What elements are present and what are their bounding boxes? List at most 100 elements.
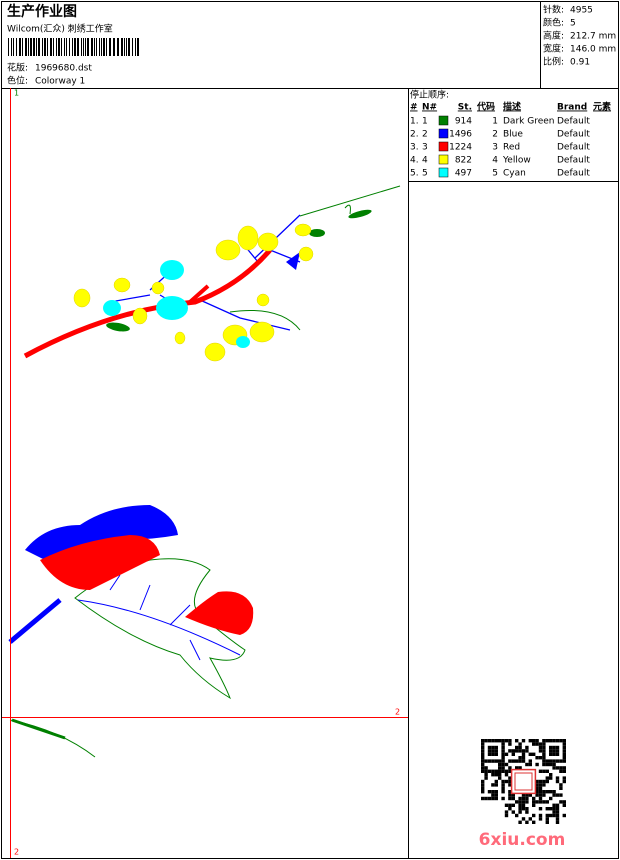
qr-module <box>525 807 529 811</box>
qr-module <box>525 820 529 824</box>
bar-stripe <box>58 38 60 56</box>
qr-module <box>552 793 556 797</box>
qr-code <box>481 739 566 824</box>
qr-module <box>508 742 512 746</box>
stat-value: 212.7 mm <box>570 32 616 42</box>
qr-module <box>545 820 549 824</box>
qr-module <box>562 813 566 818</box>
qr-module <box>504 752 509 756</box>
qr-module <box>538 793 543 797</box>
cell-stitches: 1224 <box>449 143 472 153</box>
cell-description: Blue <box>503 130 523 140</box>
cell-index: 3. <box>410 143 419 153</box>
qr-module <box>549 790 553 794</box>
qr-module <box>487 796 492 801</box>
bar-stripe <box>8 38 9 56</box>
cell-n: 2 <box>422 130 428 140</box>
cell-code: 2 <box>492 130 498 140</box>
qr-module <box>555 820 560 824</box>
qr-module <box>491 783 495 787</box>
qr-module <box>545 813 549 818</box>
qr-module <box>518 742 522 746</box>
qr-module <box>549 762 553 767</box>
qr-module <box>562 752 566 756</box>
qr-module <box>555 807 560 811</box>
qr-module <box>481 756 485 760</box>
qr-module <box>481 783 485 787</box>
qr-module <box>528 752 532 756</box>
bar-stripe <box>126 38 127 56</box>
qr-module <box>559 800 563 804</box>
qr-module <box>498 776 502 780</box>
color-swatch <box>438 154 449 165</box>
qr-module <box>501 749 505 753</box>
qr-module <box>481 769 485 773</box>
bar-stripe <box>74 38 76 56</box>
marker: 2 <box>395 708 400 717</box>
stat-label: 比例: <box>543 56 564 68</box>
qr-module <box>501 783 505 787</box>
qr-module <box>518 759 522 763</box>
qr-module <box>511 803 515 807</box>
qr-module <box>525 800 529 804</box>
qr-module <box>538 745 543 750</box>
qr-module <box>487 790 492 794</box>
cell-code: 5 <box>492 169 498 179</box>
qr-module <box>538 783 543 787</box>
qr-module <box>549 773 553 777</box>
color-swatch <box>438 141 449 152</box>
design: 1969680.dst <box>35 64 92 74</box>
qr-module <box>494 749 498 753</box>
color-swatch <box>438 115 449 126</box>
qr-module <box>538 742 543 746</box>
qr-module <box>532 813 536 818</box>
qr-module <box>559 786 563 790</box>
qr-module <box>521 800 526 804</box>
qr-module <box>552 813 556 818</box>
qr-module <box>491 769 495 773</box>
qr-module <box>555 813 560 818</box>
bar-stripe <box>81 38 82 56</box>
qr-module <box>508 796 512 801</box>
bar-stripe <box>69 38 70 56</box>
qr-module <box>559 769 563 773</box>
qr-module <box>501 756 505 760</box>
qr-module <box>501 786 505 790</box>
qr-module <box>501 766 505 770</box>
table-title: 停止顺序: <box>410 89 449 101</box>
qr-module <box>494 759 498 763</box>
marker: 2 <box>14 848 19 857</box>
qr-module <box>525 745 529 750</box>
qr-module <box>484 769 488 773</box>
qr-module <box>538 749 543 753</box>
qr-module <box>518 800 522 804</box>
qr-module <box>555 749 560 753</box>
qr-module <box>525 796 529 801</box>
qr-module <box>515 813 519 818</box>
qr-module <box>562 776 566 780</box>
qr-stamp <box>510 768 537 795</box>
qr-module <box>555 793 560 797</box>
qr-module <box>515 800 519 804</box>
qr-module <box>481 762 485 767</box>
qr-module <box>535 793 539 797</box>
qr-module <box>487 752 492 756</box>
qr-module <box>535 790 539 794</box>
qr-module <box>552 807 556 811</box>
qr-module <box>481 739 485 743</box>
qr-module <box>542 790 546 794</box>
qr-module <box>521 756 526 760</box>
qr-module <box>549 745 553 750</box>
qr-module <box>562 745 566 750</box>
cell-brand: Default <box>557 143 590 153</box>
qr-module <box>559 766 563 770</box>
stat-value: 5 <box>570 19 576 29</box>
cell-brand: Default <box>557 130 590 140</box>
qr-module <box>532 739 536 743</box>
qr-module <box>521 759 526 763</box>
qr-module <box>515 759 519 763</box>
qr-module <box>491 796 495 801</box>
qr-module <box>545 739 549 743</box>
bar-stripe <box>36 38 37 56</box>
qr-module <box>555 776 560 780</box>
